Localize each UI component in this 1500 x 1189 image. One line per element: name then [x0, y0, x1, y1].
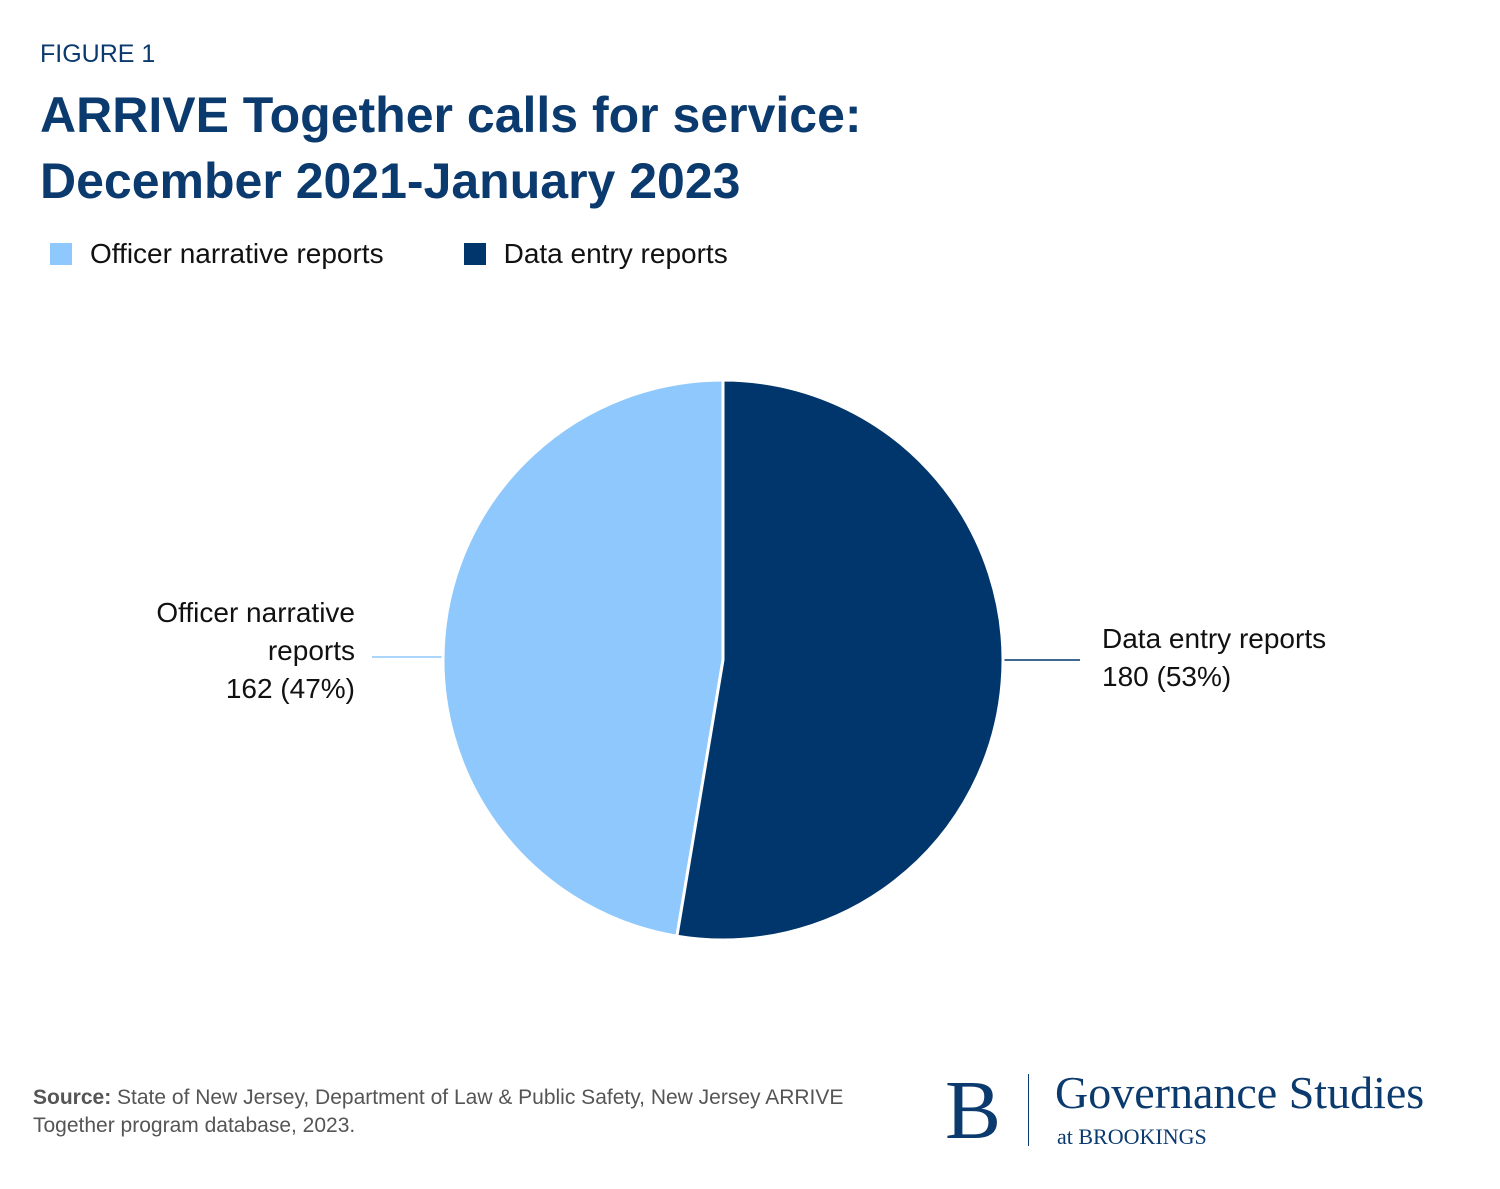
chart-title: ARRIVE Together calls for service: Decem… — [40, 87, 862, 209]
data-label: 162 (47%) — [225, 673, 355, 704]
data-label: 180 (53%) — [1102, 661, 1232, 692]
slice-name: Data entry reports — [1102, 623, 1327, 654]
legend-label: Data entry reports — [503, 238, 728, 269]
legend-label: Officer narrative reports — [90, 238, 384, 269]
brand-sub: at BROOKINGS — [1057, 1124, 1207, 1149]
source: Source: State of New Jersey, Department … — [33, 1084, 923, 1140]
pie-slice — [675, 378, 1005, 942]
brand-separator — [1028, 1074, 1029, 1146]
legend: Officer narrative reports Data entry repo… — [50, 238, 728, 270]
source-label: Source: — [33, 1086, 112, 1109]
source-text: State of New Jersey, Department of Law &… — [33, 1086, 844, 1137]
brand-name: Governance Studies — [1055, 1067, 1425, 1118]
legend-swatch — [463, 243, 486, 265]
legend-item: Officer narrative reports — [50, 238, 384, 270]
legend-swatch — [50, 243, 72, 265]
brand-mark: B — [945, 1064, 1002, 1157]
figure-label: FIGURE 1 — [40, 40, 156, 68]
slice-label: Officer narrative reports 162 (47%) — [95, 594, 355, 708]
slice-label: Data entry reports 180 (53%) — [1102, 620, 1402, 696]
legend-item: Data entry reports — [463, 238, 728, 270]
slice-name: Officer narrative reports — [156, 597, 355, 666]
pie-slice — [441, 378, 725, 938]
